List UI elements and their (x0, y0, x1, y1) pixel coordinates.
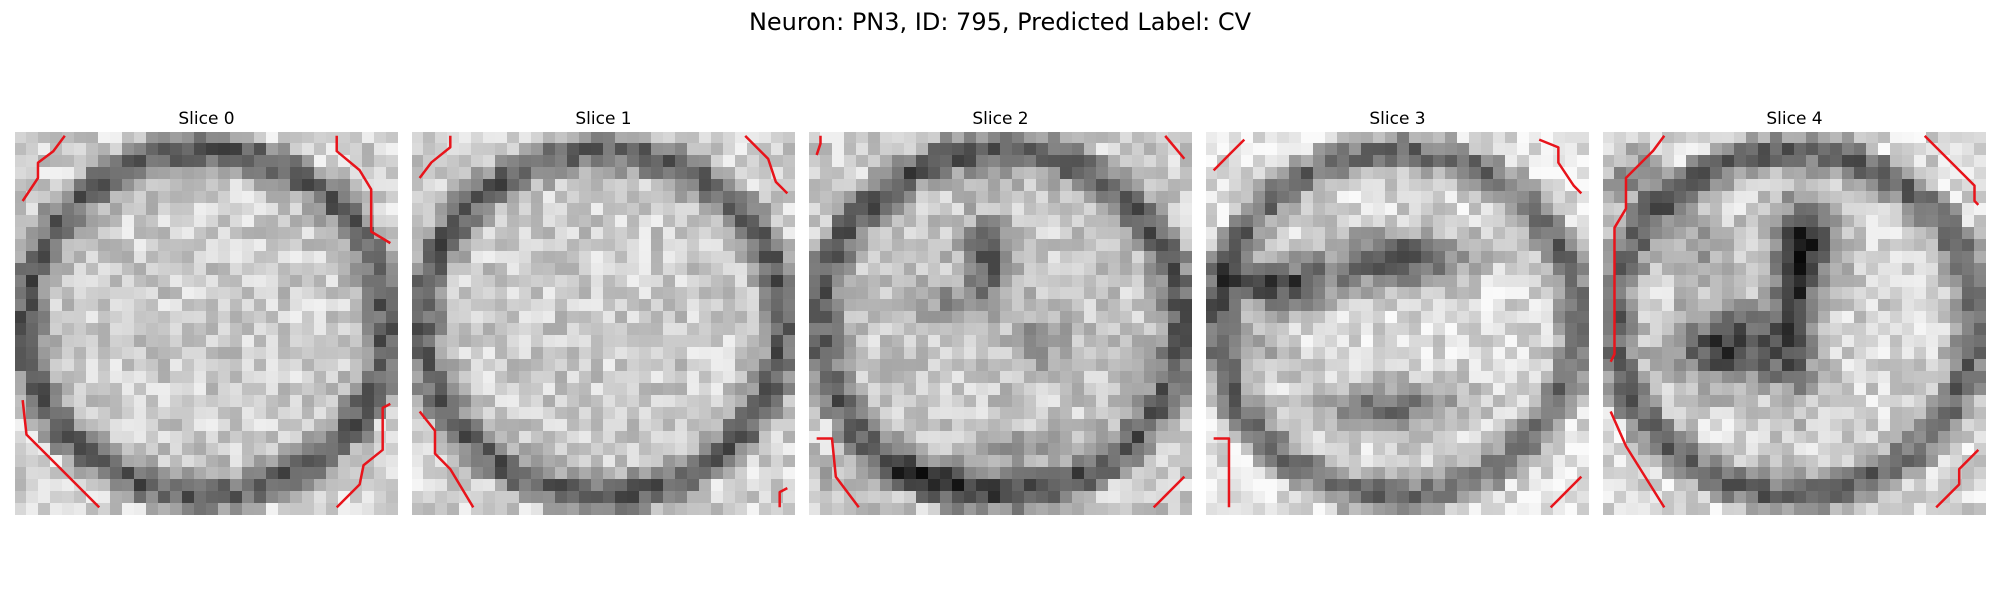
slice-image (1206, 132, 1589, 515)
slice-image (412, 132, 795, 515)
slice-panel-4: Slice 4 (1603, 108, 1986, 515)
slice-panel-2: Slice 2 (809, 108, 1192, 515)
slice-image (809, 132, 1192, 515)
slice-title: Slice 0 (178, 109, 235, 129)
figure-title: Neuron: PN3, ID: 795, Predicted Label: C… (748, 8, 1252, 36)
slice-title: Slice 2 (972, 109, 1029, 129)
slice-title: Slice 4 (1766, 109, 1823, 129)
slice-image (15, 132, 398, 515)
slice-image (1603, 132, 1986, 515)
slice-title: Slice 1 (575, 109, 632, 129)
slice-panel-1: Slice 1 (412, 108, 795, 515)
slice-panel-3: Slice 3 (1206, 108, 1589, 515)
slice-panel-0: Slice 0 (15, 108, 398, 515)
slice-title: Slice 3 (1369, 109, 1426, 129)
